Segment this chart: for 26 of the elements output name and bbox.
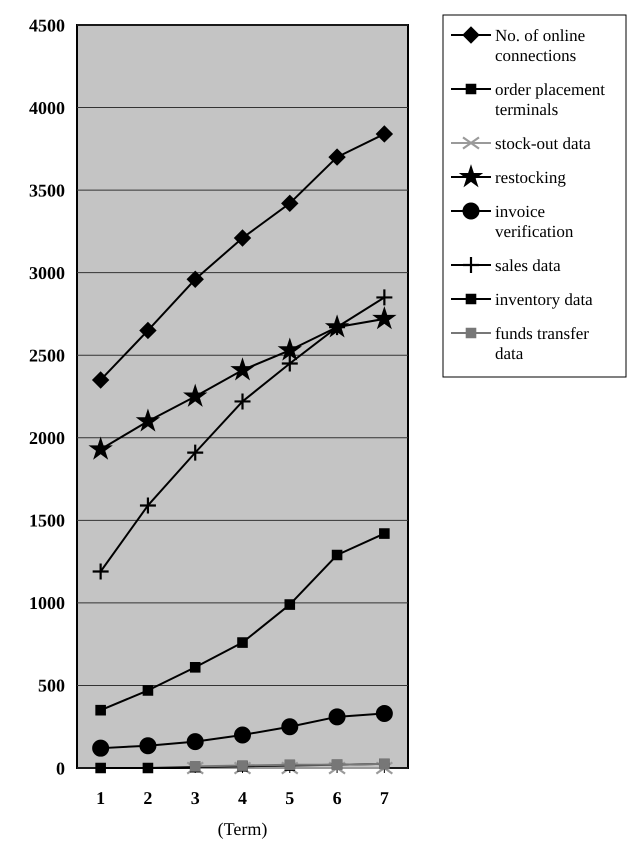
x-tick-label: 2	[143, 788, 152, 808]
x-axis-title: (Term)	[218, 819, 268, 839]
y-tick-label: 1000	[29, 593, 65, 614]
y-tick-label: 2000	[29, 428, 65, 448]
y-tick-label: 500	[38, 676, 65, 696]
legend-label: order placement terminals	[495, 80, 606, 119]
x-tick-label: 3	[190, 788, 200, 808]
y-tick-label: 4500	[29, 15, 65, 36]
y-tick-label: 3500	[29, 180, 65, 200]
y-tick-label: 2500	[29, 346, 65, 366]
x-tick-label: 1	[96, 788, 106, 808]
y-tick-label: 3000	[29, 262, 65, 283]
legend-label: stock-out data	[495, 134, 592, 153]
y-tick-label: 4000	[29, 98, 65, 118]
y-tick-label: 0	[56, 758, 65, 778]
legend-label: sales data	[495, 256, 562, 275]
x-tick-label: 6	[332, 788, 342, 808]
x-tick-label: 4	[238, 788, 247, 808]
y-tick-label: 1500	[29, 510, 65, 531]
legend-label: No. of online connections	[495, 26, 586, 65]
legend-label: invoice verification	[495, 202, 574, 241]
legend-label: funds transfer data	[495, 324, 590, 363]
x-tick-label: 5	[285, 788, 294, 808]
legend-label: restocking	[495, 168, 566, 187]
x-tick-label: 7	[380, 788, 389, 808]
legend-label: inventory data	[495, 290, 594, 309]
